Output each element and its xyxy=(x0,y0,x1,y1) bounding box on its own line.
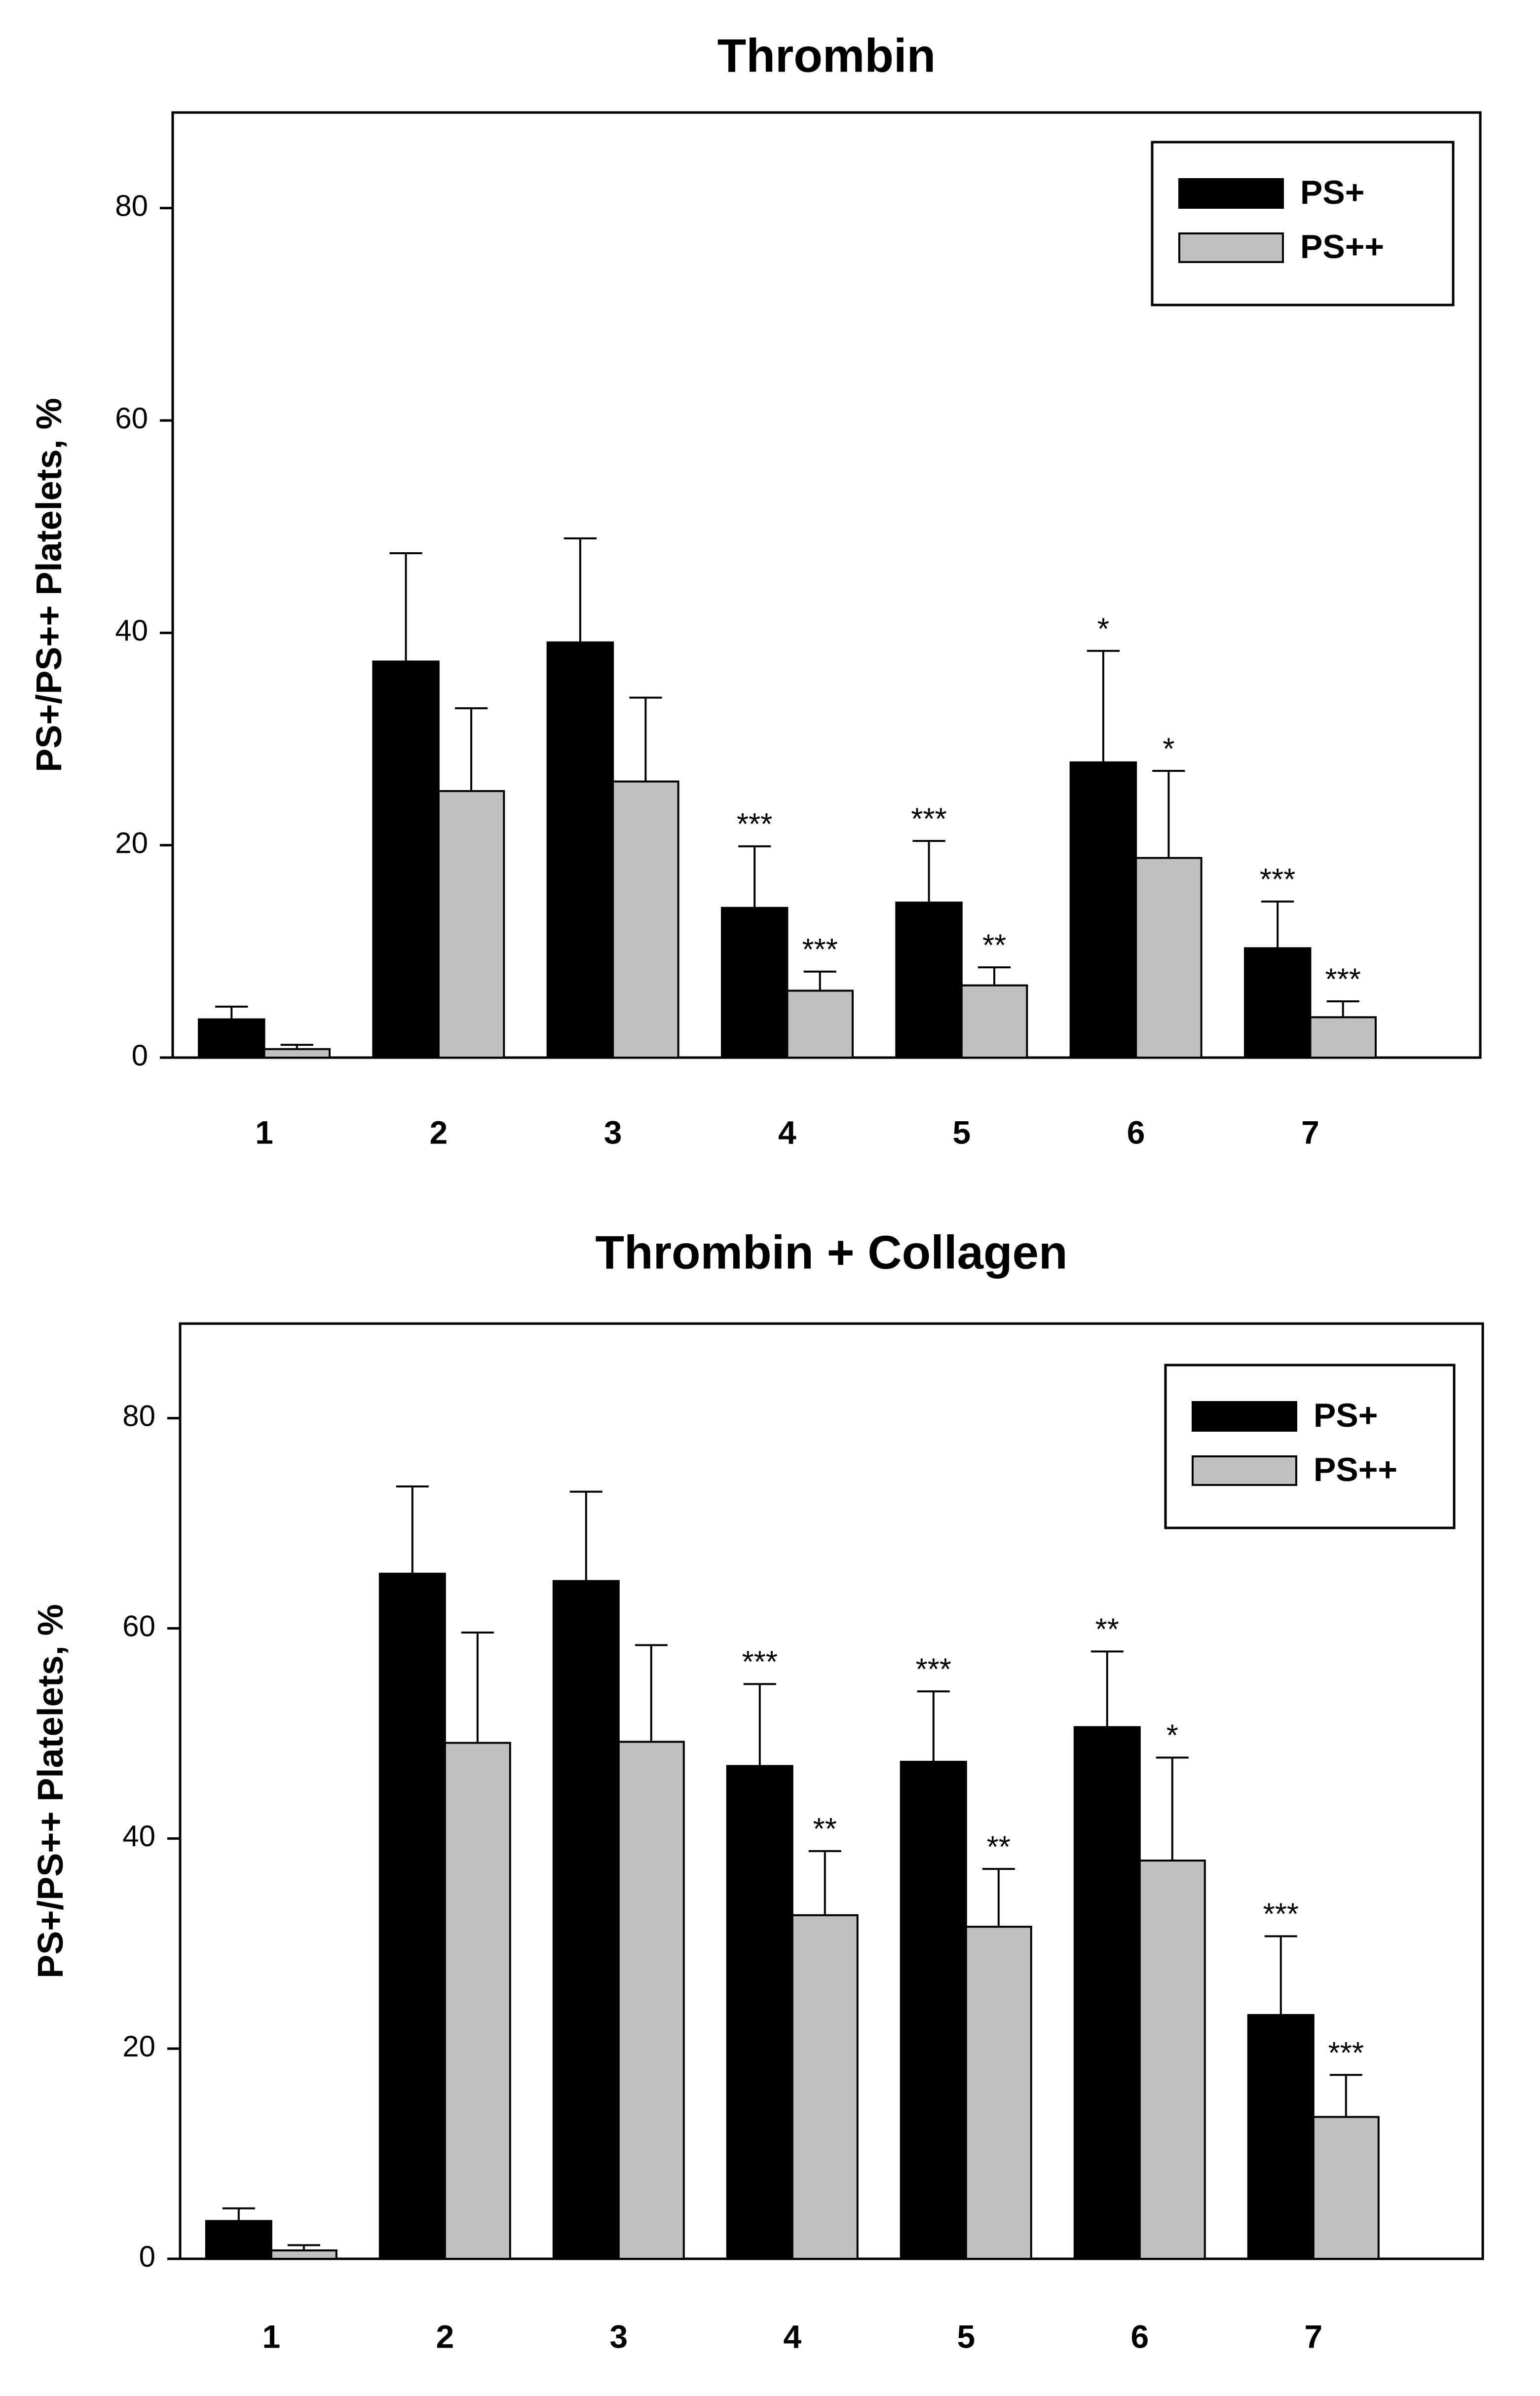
x-tick-label: 4 xyxy=(778,1114,796,1150)
bar-psplus-7 xyxy=(1244,947,1312,1059)
significance-label: *** xyxy=(1325,962,1361,996)
x-tick-label: 1 xyxy=(262,2318,280,2355)
significance-label: *** xyxy=(742,1645,778,1679)
bar-psplusplus-6 xyxy=(1138,1860,1206,2260)
bar-psplus-6 xyxy=(1073,1726,1141,2260)
x-tick-label: 4 xyxy=(783,2318,801,2355)
y-tick-label: 80 xyxy=(122,1399,155,1432)
legend: PS+ PS++ xyxy=(1151,141,1455,306)
bar-psplusplus-5 xyxy=(960,984,1028,1059)
bar-psplusplus-4 xyxy=(786,989,854,1059)
y-tick-label: 60 xyxy=(122,1609,155,1642)
x-tick-label: 2 xyxy=(436,2318,454,2355)
significance-label: *** xyxy=(802,933,838,967)
chart-thrombin-collagen: Thrombin + Collagen PS+/PS++ Platelets, %… xyxy=(31,1226,1484,2355)
significance-label: * xyxy=(1163,732,1174,766)
y-tick-label: 0 xyxy=(139,2240,155,2273)
x-tick-label: 3 xyxy=(604,1114,622,1150)
chart-title: Thrombin + Collagen xyxy=(595,1226,1067,1279)
y-tick-label: 60 xyxy=(115,402,148,435)
y-axis-label: PS+/PS++ Platelets, % xyxy=(30,398,69,772)
significance-label: ** xyxy=(982,928,1006,962)
bar-psplusplus-7 xyxy=(1309,1016,1377,1059)
bar-psplus-1 xyxy=(205,2220,272,2260)
legend-label: PS++ xyxy=(1300,228,1384,266)
y-axis-label: PS+/PS++ Platelets, % xyxy=(31,1604,71,1978)
bar-psplus-2 xyxy=(378,1572,446,2260)
bar-psplus-1 xyxy=(198,1018,265,1059)
bar-psplusplus-1 xyxy=(263,1048,331,1059)
significance-label: *** xyxy=(1328,2036,1364,2070)
legend-swatch-psplus xyxy=(1178,178,1284,209)
significance-label: *** xyxy=(1260,863,1295,897)
legend-label: PS+ xyxy=(1300,174,1364,211)
y-tick-label: 20 xyxy=(115,827,148,860)
y-tick-label: 40 xyxy=(115,614,148,647)
significance-label: *** xyxy=(737,807,772,841)
legend-swatch-psplusplus xyxy=(1178,232,1284,263)
x-tick-label: 5 xyxy=(952,1114,971,1150)
y-tick-label: 80 xyxy=(115,189,148,222)
chart-title: Thrombin xyxy=(717,29,936,82)
bar-psplus-4 xyxy=(726,1765,793,2260)
y-tick-label: 20 xyxy=(122,2030,155,2063)
x-tick-label: 6 xyxy=(1127,1114,1145,1150)
significance-label: * xyxy=(1097,612,1109,646)
bar-psplusplus-6 xyxy=(1135,857,1202,1059)
y-tick-label: 40 xyxy=(122,1820,155,1853)
x-tick-label: 3 xyxy=(609,2318,628,2355)
bar-psplus-7 xyxy=(1247,2014,1315,2260)
bar-psplus-5 xyxy=(900,1760,967,2260)
x-tick-label: 1 xyxy=(255,1114,273,1150)
significance-label: ** xyxy=(813,1812,837,1846)
bar-psplusplus-7 xyxy=(1312,2116,1380,2260)
legend: PS+ PS++ xyxy=(1164,1364,1456,1529)
bar-psplus-2 xyxy=(372,660,440,1059)
y-tick-label: 0 xyxy=(132,1039,148,1072)
significance-label: * xyxy=(1166,1719,1178,1753)
significance-label: *** xyxy=(916,1653,951,1687)
bar-psplus-4 xyxy=(721,907,789,1059)
legend-label: PS+ xyxy=(1314,1397,1378,1434)
bar-psplus-5 xyxy=(895,901,963,1059)
x-tick-label: 2 xyxy=(429,1114,448,1150)
x-tick-label: 7 xyxy=(1301,1114,1319,1150)
legend-swatch-psplusplus xyxy=(1192,1455,1297,1486)
x-tick-label: 5 xyxy=(957,2318,975,2355)
bar-psplusplus-2 xyxy=(437,790,505,1059)
bar-psplus-3 xyxy=(546,641,614,1059)
significance-label: *** xyxy=(911,802,946,836)
x-tick-label: 6 xyxy=(1130,2318,1149,2355)
legend-label: PS++ xyxy=(1314,1451,1397,1488)
bar-psplus-3 xyxy=(552,1580,620,2260)
chart-thrombin: Thrombin PS+/PS++ Platelets, % 0 20 40 60 80 1 2… xyxy=(30,29,1482,1150)
legend-box xyxy=(1164,1364,1456,1529)
significance-label: ** xyxy=(987,1830,1011,1864)
bar-psplusplus-5 xyxy=(965,1926,1032,2260)
bar-psplusplus-3 xyxy=(612,780,679,1059)
significance-label: ** xyxy=(1095,1613,1119,1647)
bar-psplus-6 xyxy=(1069,761,1137,1059)
legend-box xyxy=(1151,141,1455,306)
bar-psplusplus-3 xyxy=(617,1741,685,2260)
significance-label: *** xyxy=(1263,1898,1299,1932)
bar-psplusplus-1 xyxy=(270,2249,338,2260)
bar-psplusplus-2 xyxy=(444,1742,511,2260)
legend-swatch-psplus xyxy=(1192,1401,1297,1432)
x-tick-label: 7 xyxy=(1304,2318,1322,2355)
bar-psplusplus-4 xyxy=(791,1914,859,2260)
